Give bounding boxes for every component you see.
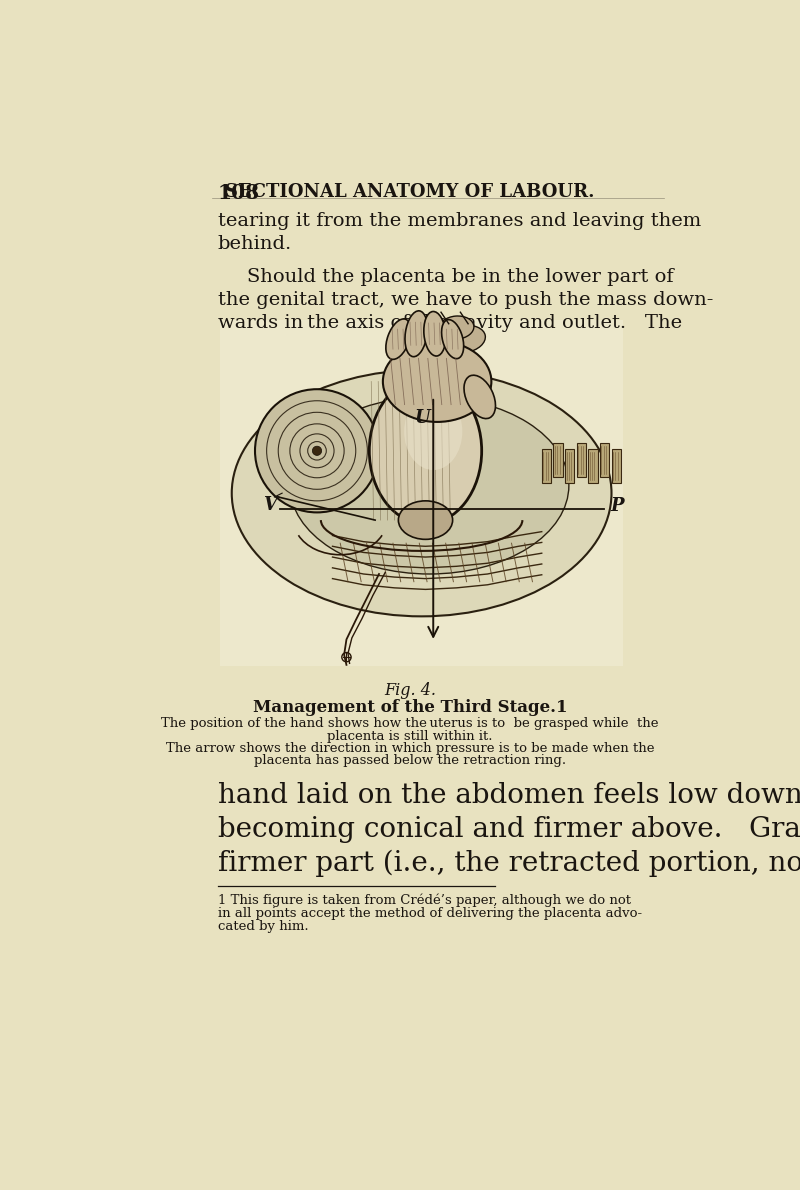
Ellipse shape	[370, 377, 482, 524]
Bar	[611, 450, 621, 483]
Text: cated by him.: cated by him.	[218, 920, 309, 933]
Text: 108: 108	[218, 183, 260, 202]
Bar	[542, 450, 551, 483]
Ellipse shape	[442, 320, 464, 358]
Ellipse shape	[232, 370, 611, 616]
Ellipse shape	[383, 342, 491, 422]
Text: placenta has passed below the retraction ring.: placenta has passed below the retraction…	[254, 754, 566, 768]
Text: Should the placenta be in the lower part of: Should the placenta be in the lower part…	[247, 268, 674, 286]
Text: V: V	[262, 496, 277, 514]
Text: The position of the hand shows how the uterus is to  be grasped while  the: The position of the hand shows how the u…	[162, 718, 658, 731]
Text: behind.: behind.	[218, 236, 292, 253]
Text: SECTIONAL ANATOMY OF LABOUR.: SECTIONAL ANATOMY OF LABOUR.	[226, 183, 594, 201]
Text: The arrow shows the direction in which pressure is to be made when the: The arrow shows the direction in which p…	[166, 741, 654, 754]
Text: P: P	[610, 497, 623, 515]
Circle shape	[255, 389, 379, 513]
Bar	[588, 450, 598, 483]
Ellipse shape	[439, 317, 474, 339]
Bar	[554, 443, 562, 477]
Text: U: U	[414, 409, 430, 427]
Bar	[220, 320, 623, 666]
Ellipse shape	[404, 393, 462, 470]
Ellipse shape	[424, 312, 446, 356]
Ellipse shape	[398, 501, 453, 539]
Ellipse shape	[464, 375, 495, 419]
Ellipse shape	[386, 319, 411, 359]
Text: tearing it from the membranes and leaving them: tearing it from the membranes and leavin…	[218, 212, 701, 230]
Bar	[600, 443, 609, 477]
Ellipse shape	[290, 397, 569, 574]
Bar	[565, 450, 574, 483]
Text: placenta is still within it.: placenta is still within it.	[327, 729, 493, 743]
Text: Fig. 4.: Fig. 4.	[384, 682, 436, 699]
Text: Management of the Third Stage.1: Management of the Third Stage.1	[253, 699, 567, 715]
Text: the genital tract, we have to push the mass down-: the genital tract, we have to push the m…	[218, 290, 713, 308]
Text: in all points accept the method of delivering the placenta advo-: in all points accept the method of deliv…	[218, 907, 642, 920]
Text: firmer part (i.e., the retracted portion, now empty): firmer part (i.e., the retracted portion…	[218, 850, 800, 877]
Text: becoming conical and firmer above.   Grasping the: becoming conical and firmer above. Grasp…	[218, 816, 800, 843]
Text: hand laid on the abdomen feels low down a soft mass: hand laid on the abdomen feels low down …	[218, 782, 800, 809]
Text: wards in the axis of the cavity and outlet.   The: wards in the axis of the cavity and outl…	[218, 314, 682, 332]
Text: 1 This figure is taken from Crédé’s paper, although we do not: 1 This figure is taken from Crédé’s pape…	[218, 894, 630, 907]
Ellipse shape	[443, 325, 486, 353]
Circle shape	[312, 446, 322, 456]
Bar	[577, 443, 586, 477]
Ellipse shape	[405, 311, 427, 357]
